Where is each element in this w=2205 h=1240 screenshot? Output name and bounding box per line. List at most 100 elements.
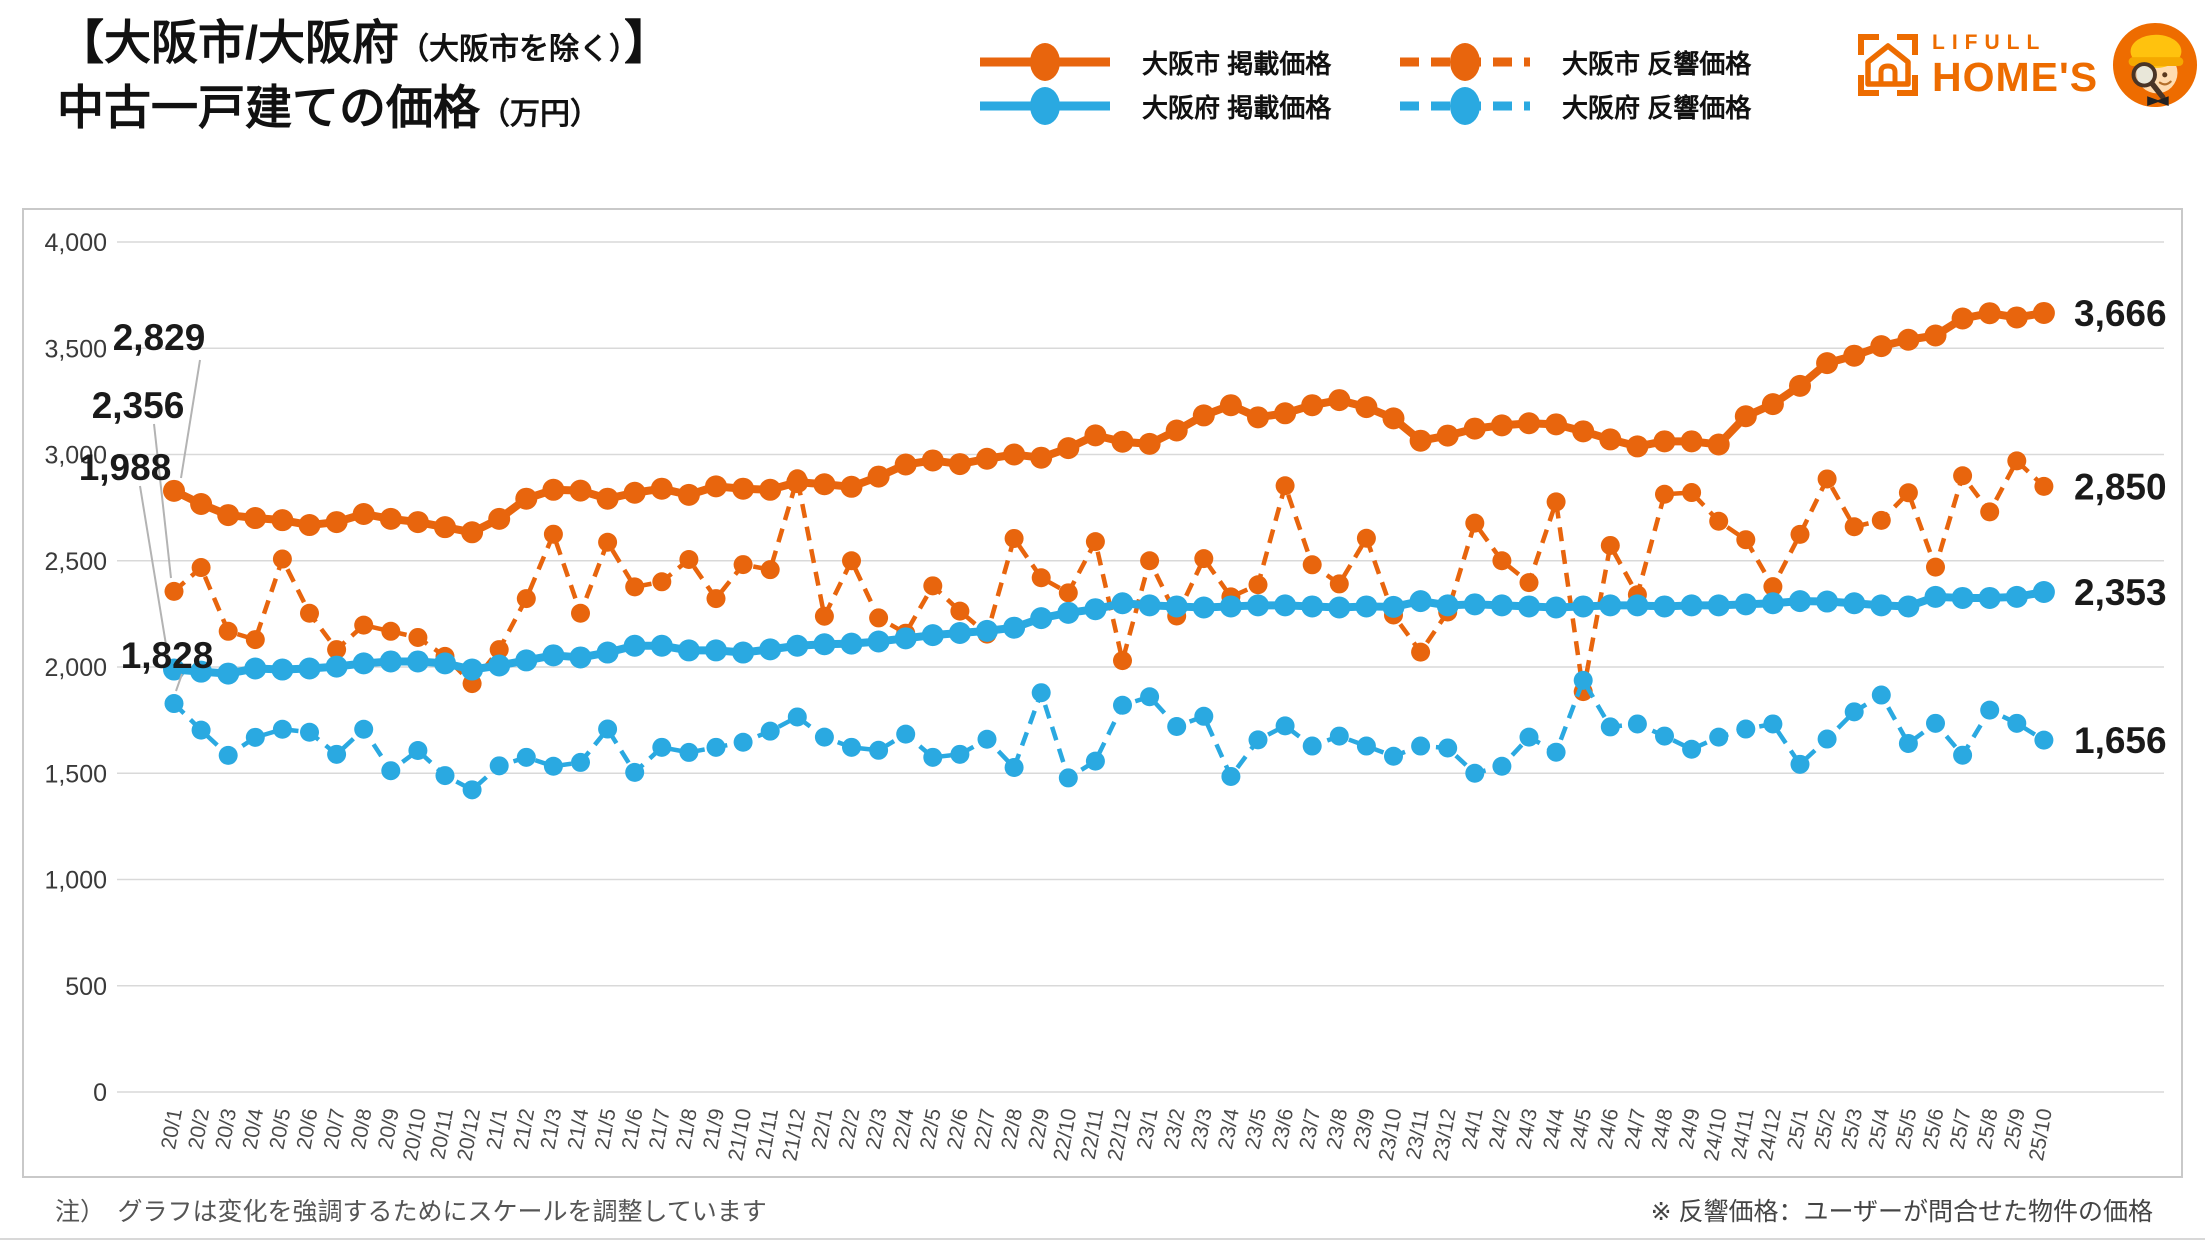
svg-text:24/3: 24/3 xyxy=(1512,1107,1542,1151)
svg-text:20/1: 20/1 xyxy=(157,1107,187,1151)
svg-text:22/6: 22/6 xyxy=(943,1107,973,1151)
svg-text:25/9: 25/9 xyxy=(2000,1107,2030,1151)
svg-text:24/12: 24/12 xyxy=(1754,1107,1786,1163)
logo-brand-small: LIFULL xyxy=(1932,31,2047,54)
svg-text:20/9: 20/9 xyxy=(374,1107,404,1151)
legend-item-osaka-city-listed: 大阪市 掲載価格 xyxy=(980,40,1331,84)
series-3 xyxy=(164,670,2054,800)
svg-text:23/12: 23/12 xyxy=(1429,1107,1461,1163)
svg-text:24/9: 24/9 xyxy=(1675,1107,1705,1151)
value-labels: 2,829 3,666 2,356 2,850 1,988 2,353 1,828 1,656 xyxy=(79,293,2167,761)
svg-text:21/12: 21/12 xyxy=(778,1107,810,1163)
legend-line-dashed-blue-icon xyxy=(1400,87,1530,125)
svg-text:20/7: 20/7 xyxy=(320,1107,350,1151)
legend-line-solid-orange-icon xyxy=(980,43,1110,81)
svg-text:3,666: 3,666 xyxy=(2074,293,2167,334)
svg-text:24/4: 24/4 xyxy=(1539,1107,1569,1152)
lifull-homes-logo: LIFULL HOME'S xyxy=(1856,22,2198,108)
svg-text:23/3: 23/3 xyxy=(1187,1107,1217,1151)
svg-text:20/2: 20/2 xyxy=(184,1107,214,1151)
svg-text:2,000: 2,000 xyxy=(44,654,107,682)
svg-text:24/7: 24/7 xyxy=(1621,1107,1651,1151)
svg-text:22/4: 22/4 xyxy=(889,1107,919,1152)
svg-text:20/4: 20/4 xyxy=(238,1107,268,1152)
svg-text:23/6: 23/6 xyxy=(1268,1107,1298,1151)
svg-text:23/5: 23/5 xyxy=(1241,1107,1271,1151)
svg-text:23/1: 23/1 xyxy=(1133,1107,1163,1151)
price-line-chart: 0 500 1,000 1,500 2,000 2,500 3,000 3,500 4,000 2… xyxy=(44,229,2167,1163)
svg-text:23/2: 23/2 xyxy=(1160,1107,1190,1151)
svg-text:2,353: 2,353 xyxy=(2074,572,2167,613)
svg-text:20/5: 20/5 xyxy=(266,1107,296,1151)
svg-text:500: 500 xyxy=(65,973,107,1001)
svg-text:3,500: 3,500 xyxy=(44,335,107,363)
svg-text:21/8: 21/8 xyxy=(672,1107,702,1151)
svg-text:21/11: 21/11 xyxy=(752,1107,784,1161)
svg-text:25/5: 25/5 xyxy=(1892,1107,1922,1151)
svg-text:3,000: 3,000 xyxy=(44,442,107,470)
svg-text:24/8: 24/8 xyxy=(1648,1107,1678,1151)
house-icon xyxy=(1858,34,1918,96)
svg-text:24/2: 24/2 xyxy=(1485,1107,1515,1151)
svg-text:25/2: 25/2 xyxy=(1810,1107,1840,1151)
svg-text:24/1: 24/1 xyxy=(1458,1107,1488,1151)
title-line1: 【大阪市/大阪府（大阪市を除く）】 xyxy=(57,14,671,73)
svg-text:1,000: 1,000 xyxy=(44,867,107,895)
legend-line-solid-blue-icon xyxy=(980,87,1110,125)
svg-text:4,000: 4,000 xyxy=(44,229,107,257)
legend-label: 大阪府 掲載価格 xyxy=(1142,92,1332,123)
svg-text:22/11: 22/11 xyxy=(1077,1107,1109,1161)
svg-text:21/3: 21/3 xyxy=(537,1107,567,1151)
svg-text:0: 0 xyxy=(93,1079,107,1107)
svg-text:21/5: 21/5 xyxy=(591,1107,621,1151)
svg-text:20/8: 20/8 xyxy=(347,1107,377,1151)
svg-text:1,500: 1,500 xyxy=(44,760,107,788)
svg-text:22/1: 22/1 xyxy=(808,1107,838,1151)
legend-label: 大阪府 反響価格 xyxy=(1562,92,1752,123)
svg-text:20/11: 20/11 xyxy=(426,1107,458,1161)
svg-text:23/9: 23/9 xyxy=(1350,1107,1380,1151)
svg-text:23/7: 23/7 xyxy=(1295,1107,1325,1151)
svg-text:24/11: 24/11 xyxy=(1727,1107,1759,1161)
svg-text:21/7: 21/7 xyxy=(645,1107,675,1151)
svg-text:2,356: 2,356 xyxy=(92,385,185,426)
svg-text:25/3: 25/3 xyxy=(1837,1107,1867,1151)
svg-text:21/2: 21/2 xyxy=(509,1107,539,1151)
svg-text:22/8: 22/8 xyxy=(997,1107,1027,1151)
page-title: 【大阪市/大阪府（大阪市を除く）】 中古一戸建ての価格（万円） xyxy=(57,14,671,138)
svg-text:1,656: 1,656 xyxy=(2074,720,2167,761)
title-line2: 中古一戸建ての価格（万円） xyxy=(57,79,671,138)
title-line1-main: 【大阪市/大阪府 xyxy=(57,16,400,69)
legend-label: 大阪市 掲載価格 xyxy=(1142,48,1332,79)
svg-text:23/4: 23/4 xyxy=(1214,1107,1244,1152)
svg-text:21/9: 21/9 xyxy=(699,1107,729,1151)
svg-text:2,829: 2,829 xyxy=(113,317,206,358)
title-line1-close: 】 xyxy=(624,16,672,69)
title-line1-paren: （大阪市を除く） xyxy=(399,33,625,66)
svg-text:25/7: 25/7 xyxy=(1946,1107,1976,1151)
svg-text:21/4: 21/4 xyxy=(564,1107,594,1152)
footnote-scale-note: 注） グラフは変化を強調するためにスケールを調整しています xyxy=(55,1198,767,1226)
svg-text:20/12: 20/12 xyxy=(453,1107,485,1163)
svg-text:23/11: 23/11 xyxy=(1402,1107,1434,1161)
svg-text:25/4: 25/4 xyxy=(1864,1107,1894,1152)
svg-text:25/10: 25/10 xyxy=(2025,1107,2057,1163)
svg-text:2,850: 2,850 xyxy=(2074,466,2167,507)
title-line2-unit: （万円） xyxy=(480,97,600,131)
title-line2-main: 中古一戸建ての価格 xyxy=(57,80,480,134)
x-axis: 20/120/220/320/420/520/620/720/820/9 20/1… xyxy=(157,1107,2057,1163)
logo-text: LIFULL HOME'S xyxy=(1932,32,2098,98)
svg-text:25/1: 25/1 xyxy=(1783,1107,1813,1151)
logo-brand-big: HOME'S xyxy=(1932,54,2099,100)
svg-text:22/5: 22/5 xyxy=(916,1107,946,1151)
svg-text:22/9: 22/9 xyxy=(1024,1107,1054,1151)
svg-text:22/12: 22/12 xyxy=(1104,1107,1136,1163)
svg-text:24/5: 24/5 xyxy=(1566,1107,1596,1151)
legend-label: 大阪市 反響価格 xyxy=(1562,48,1752,79)
svg-text:25/8: 25/8 xyxy=(1973,1107,2003,1151)
svg-text:2,500: 2,500 xyxy=(44,548,107,576)
svg-text:25/6: 25/6 xyxy=(1919,1107,1949,1151)
legend-item-osaka-city-response: 大阪市 反響価格 xyxy=(1400,40,1751,84)
legend-item-osaka-pref-listed: 大阪府 掲載価格 xyxy=(980,84,1331,128)
svg-text:1,828: 1,828 xyxy=(121,635,214,676)
